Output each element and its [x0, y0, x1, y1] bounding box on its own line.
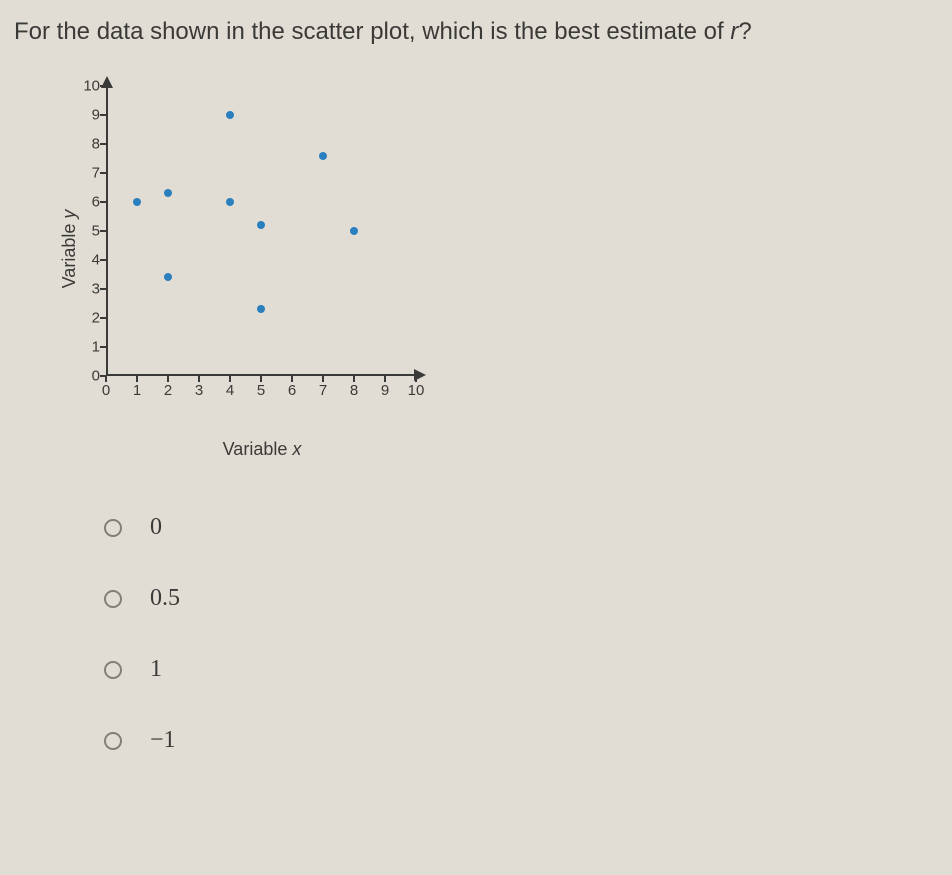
- y-tick-label: 2: [92, 310, 100, 327]
- y-tick: [100, 288, 106, 290]
- y-tick: [100, 317, 106, 319]
- y-tick-label: 9: [92, 107, 100, 124]
- y-axis: [106, 86, 108, 376]
- option-label: −1: [150, 727, 176, 754]
- option-label: 0: [150, 514, 162, 541]
- question-prefix: For the data shown in the scatter plot, …: [14, 18, 730, 45]
- y-tick: [100, 346, 106, 348]
- x-tick-label: 1: [133, 382, 141, 399]
- option-label: 1: [150, 656, 162, 683]
- x-tick-label: 7: [319, 382, 327, 399]
- x-tick-label: 9: [381, 382, 389, 399]
- y-tick-label: 0: [92, 368, 100, 385]
- x-axis-label: Variable x: [223, 439, 302, 460]
- x-tick-label: 0: [102, 382, 110, 399]
- y-tick-label: 6: [92, 194, 100, 211]
- y-tick-label: 8: [92, 136, 100, 153]
- answer-option[interactable]: 0.5: [104, 585, 938, 612]
- answer-option[interactable]: 0: [104, 514, 938, 541]
- y-tick-label: 10: [83, 78, 100, 95]
- radio-button[interactable]: [104, 590, 122, 608]
- x-tick-label: 6: [288, 382, 296, 399]
- question-suffix: ?: [738, 18, 751, 45]
- x-tick-label: 5: [257, 382, 265, 399]
- data-point: [257, 221, 265, 229]
- radio-button[interactable]: [104, 661, 122, 679]
- answer-option[interactable]: −1: [104, 727, 938, 754]
- scatter-chart: Variable y 012345678910012345678910 Vari…: [72, 74, 452, 424]
- y-tick-label: 4: [92, 252, 100, 269]
- option-label: 0.5: [150, 585, 180, 612]
- plot-area: 012345678910012345678910: [106, 86, 416, 376]
- data-point: [319, 152, 327, 160]
- answer-options: 0 0.5 1 −1: [104, 514, 938, 754]
- data-point: [133, 198, 141, 206]
- y-tick: [100, 230, 106, 232]
- data-point: [226, 198, 234, 206]
- y-tick: [100, 114, 106, 116]
- x-tick-label: 3: [195, 382, 203, 399]
- data-point: [164, 189, 172, 197]
- radio-button[interactable]: [104, 519, 122, 537]
- y-tick-label: 7: [92, 165, 100, 182]
- data-point: [226, 111, 234, 119]
- y-tick: [100, 201, 106, 203]
- data-point: [257, 305, 265, 313]
- data-point: [164, 273, 172, 281]
- y-tick: [100, 143, 106, 145]
- data-point: [350, 227, 358, 235]
- y-tick: [100, 172, 106, 174]
- radio-button[interactable]: [104, 732, 122, 750]
- y-tick: [100, 259, 106, 261]
- y-tick-label: 3: [92, 281, 100, 298]
- x-tick-label: 2: [164, 382, 172, 399]
- y-tick-label: 5: [92, 223, 100, 240]
- y-axis-label: Variable y: [59, 210, 80, 289]
- x-tick-label: 8: [350, 382, 358, 399]
- question-text: For the data shown in the scatter plot, …: [14, 18, 938, 46]
- y-tick-label: 1: [92, 339, 100, 356]
- x-tick-label: 10: [408, 382, 425, 399]
- answer-option[interactable]: 1: [104, 656, 938, 683]
- x-tick-label: 4: [226, 382, 234, 399]
- y-tick: [100, 85, 106, 87]
